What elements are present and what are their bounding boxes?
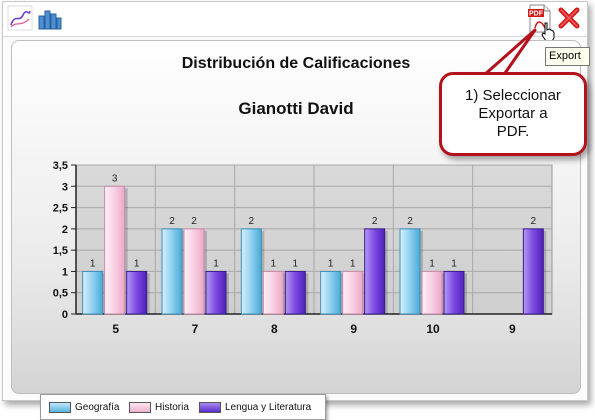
y-tick-label: 0 [62,309,68,321]
legend-swatch [129,401,151,413]
legend-label: Geografía [75,401,120,413]
y-tick-label: 0,5 [53,288,68,300]
data-label: 1 [271,258,277,269]
legend-item-geografia: Geografía [49,401,119,413]
bar [205,270,227,315]
close-button[interactable] [557,6,583,32]
bar [342,270,364,315]
data-label: 1 [134,258,140,269]
instruction-callout: 1) Seleccionar Exportar a PDF. [439,72,587,156]
bar [161,228,183,315]
legend-swatch [199,401,221,413]
legend-item-historia: Historia [129,401,189,413]
hand-cursor-icon [541,22,555,42]
chart-title: Distribución de Calificaciones [181,55,411,72]
x-tick-label: 9 [509,322,516,336]
data-label: 2 [531,216,537,227]
bar [421,270,443,315]
x-tick-label: 7 [192,322,199,336]
y-tick-label: 1 [62,266,68,278]
x-tick-label: 8 [271,322,278,336]
data-label: 2 [372,216,378,227]
y-tick-label: 1,5 [53,245,68,257]
x-tick-label: 9 [350,322,357,336]
bar-chart: 0 0,5 1 1,5 2 2,5 3 3,5 1 3 1 5 2 2 1 7 2 1 1 8 1 1 2 9 2 1 1 10 2 9 [53,160,553,336]
toolbar: PDF [3,2,587,42]
legend-swatch [49,401,71,413]
bar [364,228,386,315]
data-label: 2 [407,216,413,227]
bar [104,185,126,315]
data-label: 1 [429,258,435,269]
bar [320,270,342,315]
y-tick-label: 2 [62,224,68,236]
y-tick-label: 3,5 [53,160,68,172]
bar [240,228,262,315]
bar [262,270,284,315]
data-label: 1 [328,258,334,269]
chart-legend: Geografía Historia Lengua y Literatura [40,394,326,420]
x-tick-label: 10 [426,322,440,336]
data-label: 1 [90,258,96,269]
bar-chart-icon[interactable] [36,5,62,31]
legend-label: Lengua y Literatura [225,401,312,413]
callout-pointer [481,28,537,78]
x-tick-label: 5 [112,322,119,336]
bar [522,228,544,315]
data-label: 2 [249,216,255,227]
export-tooltip: Export [545,47,590,66]
data-label: 3 [112,173,118,184]
legend-label: Historia [155,401,189,413]
data-label: 1 [293,258,299,269]
bar [284,270,306,315]
bar [82,270,104,315]
data-label: 1 [451,258,457,269]
y-tick-label: 2,5 [53,203,68,215]
bar [126,270,148,315]
close-icon [558,7,580,29]
y-tick-label: 3 [62,181,68,193]
line-chart-icon[interactable] [7,5,33,31]
bar [183,228,205,315]
data-label: 2 [169,216,175,227]
bar [399,228,421,315]
data-label: 1 [350,258,356,269]
data-label: 1 [213,258,219,269]
bar [443,270,465,315]
data-label: 2 [191,216,197,227]
legend-item-lengua: Lengua y Literatura [199,401,311,413]
pdf-label: PDF [529,11,544,18]
chart-subtitle: Gianotti David [238,99,354,118]
